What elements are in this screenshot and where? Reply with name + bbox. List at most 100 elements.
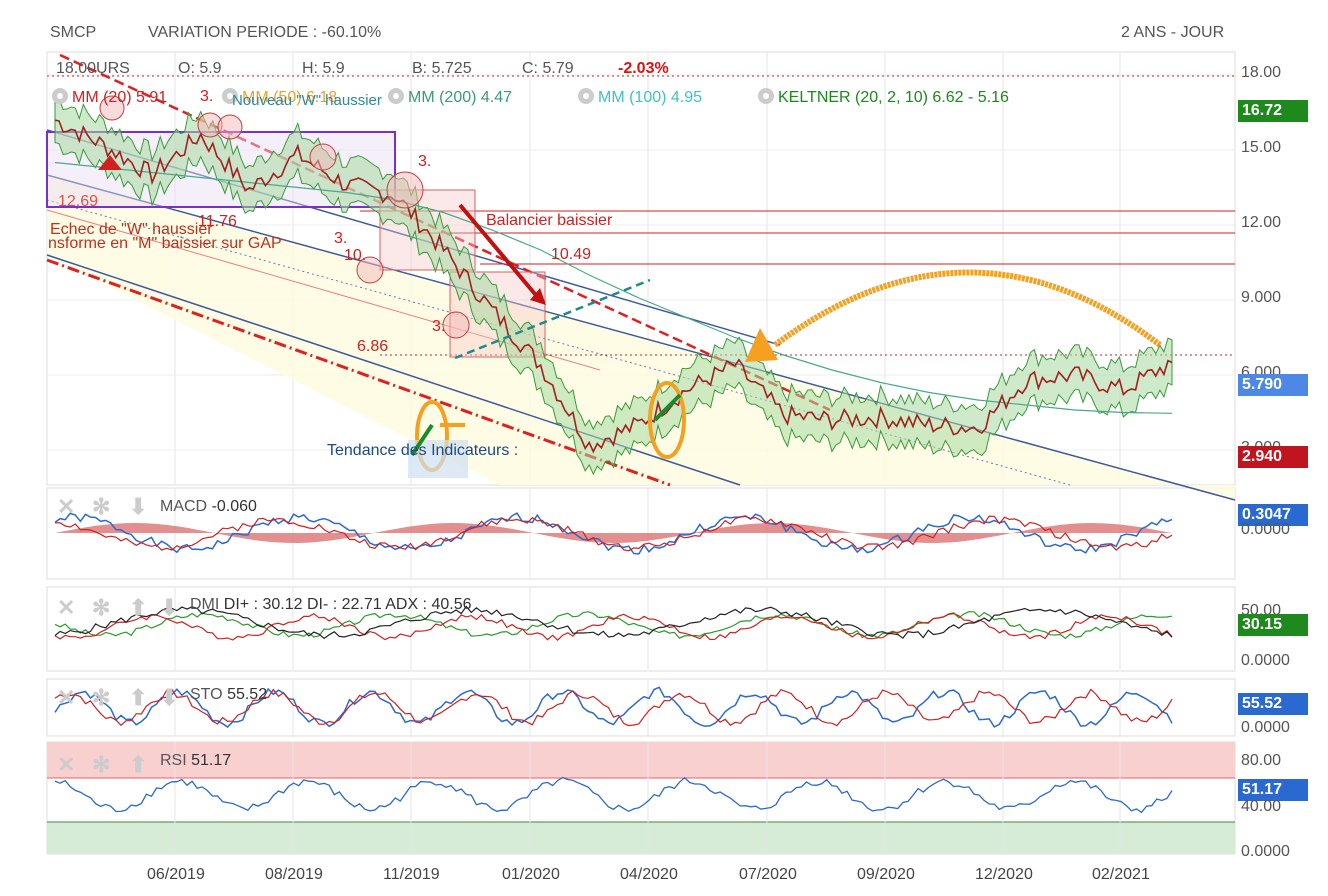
rsi-line [54, 776, 1173, 814]
dmi-plus-line [54, 611, 1173, 640]
x-tick: 04/2020 [620, 866, 678, 883]
close-value: C: 5.79 [522, 60, 574, 77]
high-value: H: 5.9 [302, 60, 345, 77]
gear-icon[interactable]: ✻ [92, 685, 111, 710]
arrow-down-icon[interactable]: ⬇ [160, 595, 179, 620]
circle-marker [386, 171, 424, 209]
orange-arc-head [745, 328, 778, 362]
open-value: O: 5.9 [178, 60, 222, 77]
x-tick: 12/2020 [975, 866, 1033, 883]
rsi-tick: 80.00 [1241, 752, 1282, 769]
period-selector[interactable]: 2 ANS - JOUR [1121, 24, 1225, 41]
close-icon[interactable]: ✕ [57, 595, 76, 620]
sto-panel [46, 678, 1236, 737]
mm20-gear-icon[interactable] [52, 88, 68, 104]
arrow-up-icon[interactable]: ⬆ [129, 595, 148, 620]
period-variation: VARIATION PERIODE : -60.10% [148, 24, 382, 41]
dmi-value: DI+ : 30.12 DI- : 22.71 ADX : 40.56 [223, 596, 472, 613]
balancier-annotation: Balancier baissier [486, 212, 613, 229]
circle-marker [99, 95, 125, 121]
price-high-badge: 16.72 [1238, 100, 1308, 122]
rsi-tick: 40.00 [1241, 798, 1282, 815]
x-tick: 07/2020 [739, 866, 797, 883]
sto-d-line [54, 688, 1173, 727]
close-icon[interactable]: ✕ [57, 752, 76, 777]
nouveau-w-annotation: Nouveau "W" haussier [232, 92, 382, 109]
mm100-gear-icon[interactable] [578, 88, 594, 104]
circle-marker [442, 311, 470, 339]
num-annotation: 3. [200, 88, 214, 105]
green-arrow [653, 393, 682, 422]
bearish-arrow [458, 203, 542, 302]
echec-w-annotation: Echec de "W" haussier [50, 221, 213, 238]
arrow-down-icon[interactable]: ⬇ [129, 494, 148, 519]
dmi-minus-line [54, 612, 1173, 642]
num-annotation: 3. [432, 318, 446, 335]
channel-dotted-line [46, 199, 1071, 486]
orange-arc [773, 269, 1162, 348]
sto-label: STO [190, 686, 223, 703]
arrow-down-icon[interactable]: ⬇ [160, 685, 179, 710]
mm100-label: MM (100) 4.95 [598, 89, 703, 106]
red-triangle-marker [98, 155, 122, 170]
level-1269-annotation: 12.69 [58, 193, 99, 210]
close-icon[interactable]: ✕ [57, 494, 76, 519]
macd-signal-line [54, 515, 1173, 552]
change-value: -2.03% [618, 60, 669, 77]
price-tick: 18.00 [1241, 64, 1282, 81]
arrow-up-icon[interactable]: ⬆ [129, 685, 148, 710]
keltner-label: KELTNER (20, 2, 10) 6.62 - 5.16 [778, 89, 1009, 106]
circle-marker [356, 256, 384, 284]
rsi-label: RSI [160, 752, 187, 769]
price-tick: 12.00 [1241, 214, 1282, 231]
mm50-label: MM (50) 6.18 [242, 89, 338, 106]
mm20-label: MM (20) 5.91 [72, 89, 168, 106]
symbol: SMCP [50, 24, 97, 41]
green-arrow-small [410, 423, 434, 457]
sto-tick: 0.0000 [1241, 719, 1290, 736]
mm200-label: MM (200) 4.47 [408, 89, 513, 106]
gear-icon[interactable]: ✻ [92, 494, 111, 519]
rsi-overbought-zone [47, 742, 1235, 778]
transforme-m-annotation: nsforme en "M" baissier sur GAP [48, 235, 282, 252]
keltner-gear-icon[interactable] [758, 88, 774, 104]
gear-icon[interactable]: ✻ [92, 595, 111, 620]
red-dashdot-support [46, 258, 671, 487]
dmi-tick: 0.0000 [1241, 652, 1290, 669]
rsi-badge: 51.17 [1238, 779, 1308, 801]
level-1176-annotation: 11.76 [198, 213, 237, 230]
rsi-value: 51.17 [191, 752, 232, 769]
price-last-badge: 5.790 [1238, 374, 1308, 396]
x-tick: 02/2021 [1092, 866, 1150, 883]
mm50-gear-icon[interactable] [222, 88, 238, 104]
macd-value: -0.060 [211, 498, 257, 515]
close-icon[interactable]: ✕ [57, 685, 76, 710]
level-1049-annotation: 10.49 [551, 246, 592, 263]
level-686-annotation: 6.86 [357, 338, 389, 355]
x-tick: 11/2019 [383, 866, 440, 883]
x-tick: 01/2020 [502, 866, 560, 883]
mm200-gear-icon[interactable] [388, 88, 404, 104]
arrow-up-icon[interactable]: ⬆ [129, 752, 148, 777]
channel-mid-line [46, 174, 1236, 501]
low-value: B: 5.725 [412, 60, 472, 77]
adx-line [54, 605, 1173, 640]
x-tick: 06/2019 [147, 866, 205, 883]
macd-label: MACD [160, 498, 208, 515]
x-tick: 09/2020 [857, 866, 915, 883]
dmi-badge: 30.15 [1238, 614, 1308, 636]
sto-value: 55.52 [227, 686, 268, 703]
circle-marker [309, 143, 337, 171]
rsi-oversold-zone [47, 822, 1235, 854]
sto-k-line [54, 686, 1173, 728]
sto-badge: 55.52 [1238, 693, 1308, 715]
rsi-tick: 0.0000 [1241, 843, 1290, 860]
x-tick: 08/2019 [265, 866, 323, 883]
circle-marker [217, 114, 243, 140]
macd-tick: 0.0000 [1241, 521, 1290, 538]
dmi-label: DMI [190, 596, 220, 613]
num-annotation: 3. [418, 153, 432, 170]
gear-icon[interactable]: ✻ [92, 752, 111, 777]
orange-ellipse [648, 381, 686, 459]
